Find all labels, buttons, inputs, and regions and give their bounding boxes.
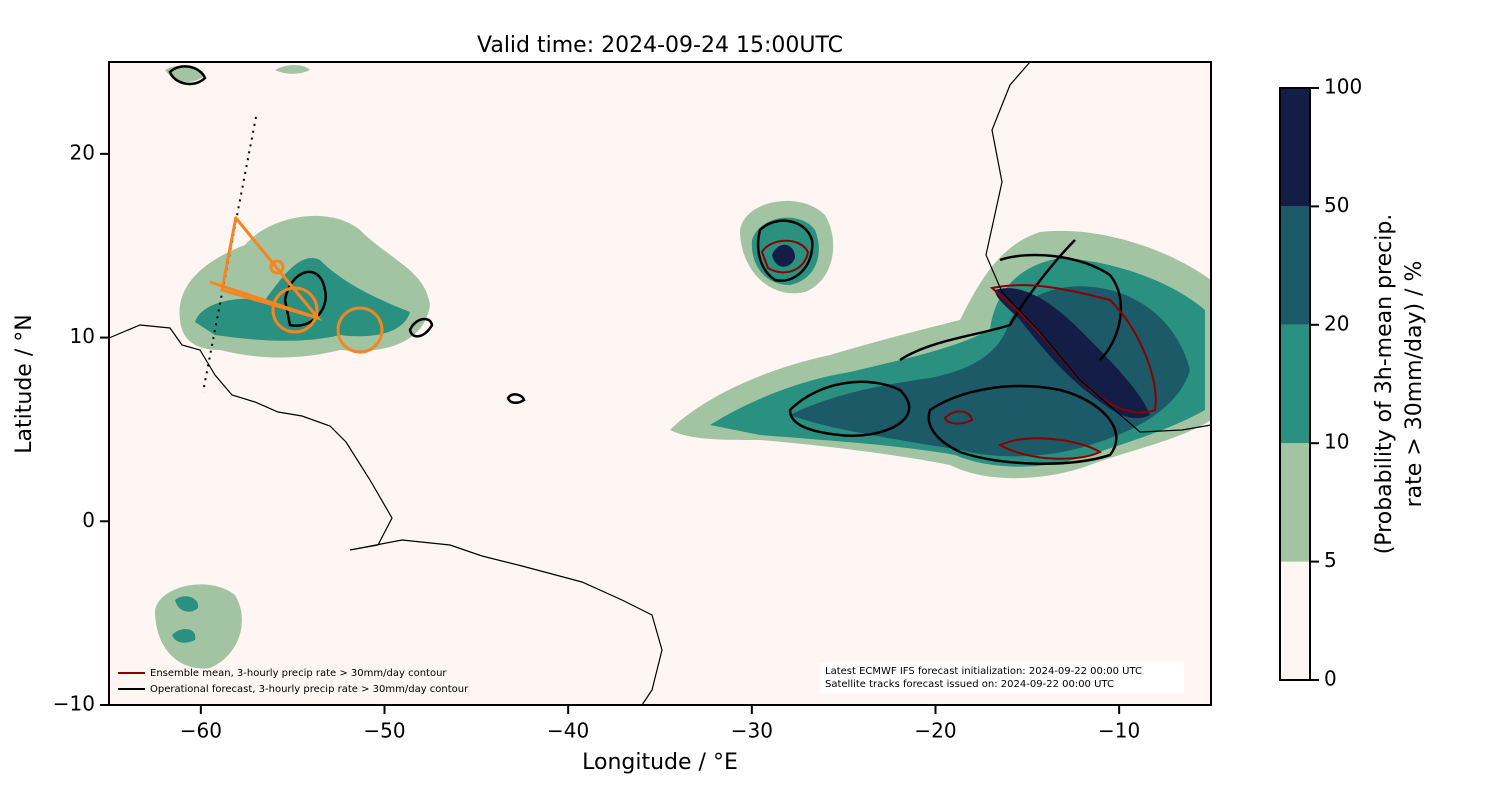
colorbar-tick-label: 10	[1324, 430, 1349, 454]
colorbar-tick-label: 50	[1324, 193, 1349, 217]
colorbar-segment	[1280, 324, 1310, 444]
x-tick-label: −10	[1098, 719, 1140, 743]
x-tick-label: −30	[731, 719, 773, 743]
colorbar-tick-label: 100	[1324, 75, 1362, 99]
colorbar-segment	[1280, 561, 1310, 680]
chart-title: Valid time: 2024-09-24 15:00UTC	[477, 33, 843, 58]
x-tick-label: −50	[363, 719, 405, 743]
y-tick-label: 20	[70, 140, 95, 164]
colorbar-frame	[1279, 87, 1311, 681]
x-tick-label: −60	[180, 719, 222, 743]
y-tick-label: 0	[82, 508, 95, 532]
legend-label: Operational forecast, 3-hourly precip ra…	[150, 684, 469, 695]
coastline	[108, 61, 1212, 706]
colorbar-tick-label: 5	[1324, 548, 1337, 572]
colorbar-tick-label: 0	[1324, 667, 1337, 691]
colorbar-segment	[1280, 443, 1310, 562]
colorbar-segment	[1280, 206, 1310, 325]
annotation-box	[820, 662, 1184, 693]
colorbar-label: (Probability of 3h-mean precip.	[1372, 214, 1397, 555]
plot-frame	[108, 61, 1212, 706]
colorbar-segment	[1280, 88, 1310, 207]
y-axis-label: Latitude / °N	[12, 314, 37, 453]
x-tick-label: −20	[914, 719, 956, 743]
annotation: Latest ECMWF IFS forecast initialization…	[825, 666, 1142, 677]
colorbar-tick-label: 20	[1324, 311, 1349, 335]
colorbar-label: rate > 30mm/day) / %	[1402, 261, 1427, 508]
operational-contours	[168, 65, 1123, 465]
annotation: Satellite tracks forecast issued on: 202…	[825, 679, 1114, 690]
satellite-tracks	[202, 116, 384, 393]
x-axis-label: Longitude / °E	[582, 750, 738, 775]
x-tick-label: −40	[547, 719, 589, 743]
y-tick-label: 10	[70, 324, 95, 348]
legend-label: Ensemble mean, 3-hourly precip rate > 30…	[150, 668, 447, 679]
y-tick-label: −10	[53, 692, 95, 716]
